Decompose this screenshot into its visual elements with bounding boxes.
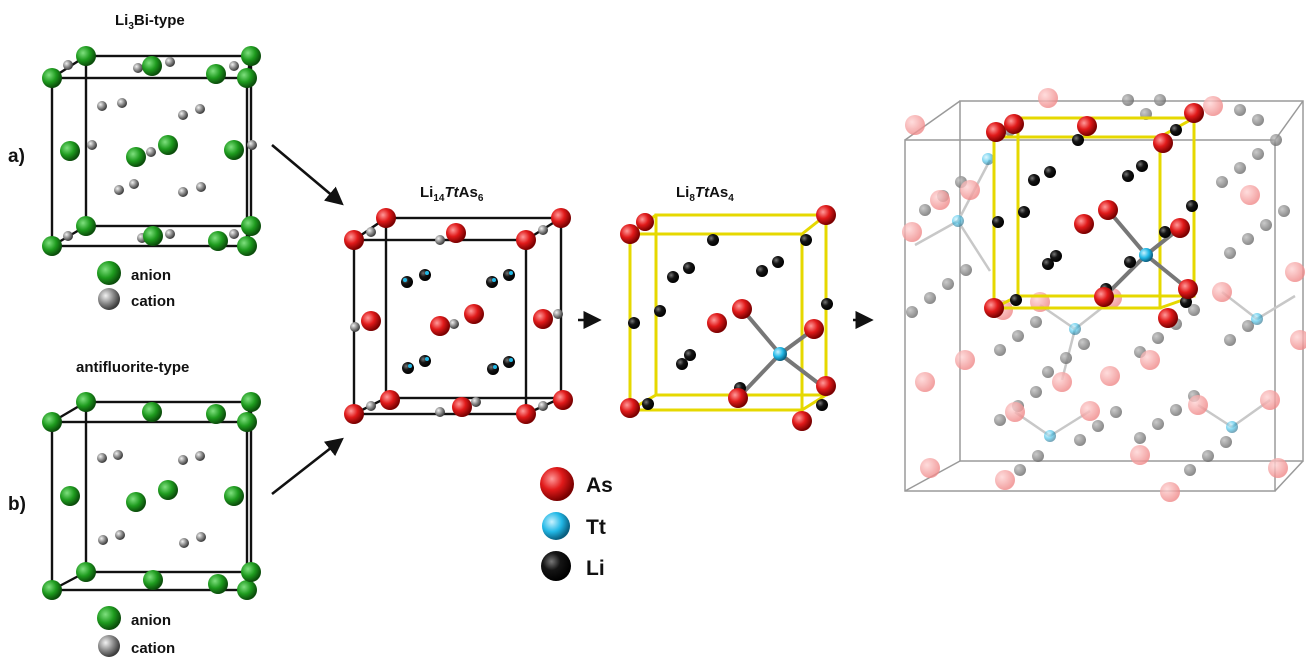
li8ttas4-tt-atom bbox=[773, 347, 787, 361]
legend-cation-ball-b bbox=[98, 635, 120, 657]
arrows bbox=[271, 144, 874, 496]
supercell-highlight-as bbox=[984, 103, 1204, 328]
arrow-b-to-cell bbox=[271, 437, 344, 496]
legend-li-label: Li bbox=[586, 557, 605, 580]
legend-tt-label: Tt bbox=[586, 516, 606, 539]
panel-b-legend: anion cation bbox=[97, 606, 175, 657]
panel-b-title: antifluorite-type bbox=[76, 359, 189, 376]
legend-anion-label: anion bbox=[131, 267, 171, 284]
supercell-highlight-li bbox=[992, 124, 1198, 308]
panel-a: Li3Bi-type a) anion catio bbox=[8, 12, 261, 310]
legend-li-ball bbox=[541, 551, 571, 581]
li14ttas6-title: Li14TtAs6 bbox=[420, 184, 484, 204]
panel-a-title: Li3Bi-type bbox=[115, 12, 185, 32]
legend-cation-label: cation bbox=[131, 293, 175, 310]
panel-b-letter: b) bbox=[8, 494, 26, 515]
legend-anion-label-b: anion bbox=[131, 612, 171, 629]
li14ttas6-structure: Li14TtAs6 bbox=[344, 184, 573, 424]
li8ttas4-li-atoms bbox=[628, 234, 833, 411]
legend-cation-ball bbox=[98, 288, 120, 310]
element-legend: As Tt Li bbox=[540, 467, 613, 581]
legend-anion-ball-b bbox=[97, 606, 121, 630]
antifluorite-cell bbox=[50, 400, 253, 592]
legend-as-label: As bbox=[586, 474, 613, 497]
supercell bbox=[902, 88, 1306, 502]
li8ttas4-as-atoms bbox=[620, 205, 836, 431]
legend-tt-ball bbox=[542, 512, 570, 540]
supercell-faint-li-chains bbox=[906, 94, 1290, 476]
li8ttas4-title: Li8TtAs4 bbox=[676, 184, 734, 204]
arrow-a-to-cell bbox=[271, 144, 344, 206]
legend-anion-ball bbox=[97, 261, 121, 285]
panel-a-letter: a) bbox=[8, 146, 25, 167]
antifluorite-cations bbox=[97, 450, 206, 548]
legend-as-ball bbox=[540, 467, 574, 501]
antifluorite-anions bbox=[42, 392, 261, 600]
li3bi-cations bbox=[63, 57, 257, 243]
legend-cation-label-b: cation bbox=[131, 640, 175, 657]
li3bi-anions bbox=[42, 46, 261, 256]
panel-b: antifluorite-type b) anion cation bbox=[8, 359, 261, 657]
supercell-faint-as-atoms bbox=[902, 88, 1306, 502]
li14ttas6-mixed-sites bbox=[350, 225, 563, 417]
li14ttas6-as-atoms bbox=[344, 208, 573, 424]
panel-a-legend: anion cation bbox=[97, 261, 175, 310]
supercell-faint-tt-atoms bbox=[952, 153, 1263, 442]
supercell-highlight-tt bbox=[1139, 248, 1153, 262]
li8ttas4-structure: Li8TtAs4 bbox=[620, 184, 836, 431]
